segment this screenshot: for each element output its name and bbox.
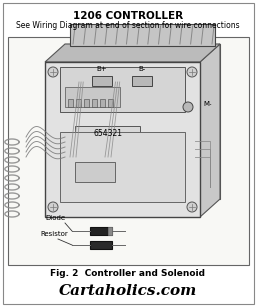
Bar xyxy=(75,162,115,182)
Bar xyxy=(8,37,249,265)
Bar xyxy=(60,132,185,202)
Text: B+: B+ xyxy=(97,66,107,72)
Bar xyxy=(90,227,112,235)
Bar xyxy=(92,99,97,107)
Text: See Wiring Diagram at end of section for wire connections: See Wiring Diagram at end of section for… xyxy=(16,21,240,30)
Circle shape xyxy=(48,67,58,77)
Text: Resistor: Resistor xyxy=(40,231,68,237)
Text: 654321: 654321 xyxy=(93,130,122,138)
Bar xyxy=(100,99,105,107)
Bar xyxy=(90,241,112,249)
Bar xyxy=(45,62,200,217)
Circle shape xyxy=(187,67,197,77)
Text: Diode: Diode xyxy=(45,215,65,221)
Bar xyxy=(108,99,113,107)
Bar xyxy=(108,227,112,235)
Bar xyxy=(76,99,81,107)
Circle shape xyxy=(183,102,193,112)
Bar xyxy=(132,76,152,86)
Bar xyxy=(65,87,120,107)
Text: Cartaholics.com: Cartaholics.com xyxy=(59,284,197,298)
Text: B-: B- xyxy=(138,66,146,72)
Text: Fig. 2  Controller and Solenoid: Fig. 2 Controller and Solenoid xyxy=(50,270,206,278)
Circle shape xyxy=(48,202,58,212)
Polygon shape xyxy=(200,44,220,217)
Text: 1206 CONTROLLER: 1206 CONTROLLER xyxy=(73,11,183,21)
Polygon shape xyxy=(45,44,220,62)
Bar xyxy=(65,44,220,199)
Circle shape xyxy=(187,202,197,212)
Bar xyxy=(84,99,89,107)
Bar xyxy=(60,67,185,112)
Bar xyxy=(75,126,140,142)
Bar xyxy=(68,99,73,107)
Bar xyxy=(70,24,215,46)
Text: M-: M- xyxy=(203,101,212,107)
Bar xyxy=(92,76,112,86)
